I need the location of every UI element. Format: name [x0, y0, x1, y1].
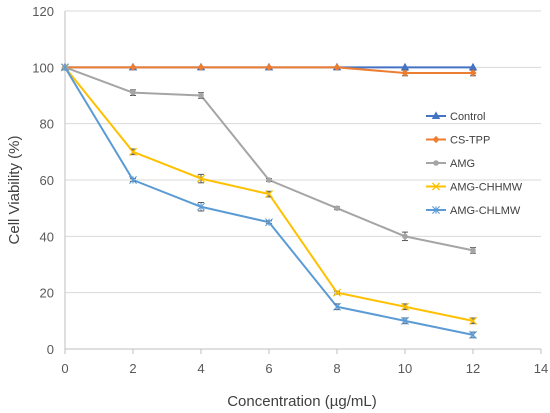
series-cs-tpp — [61, 63, 477, 77]
y-tick-label: 80 — [40, 117, 54, 132]
x-tick-label: 6 — [265, 361, 272, 376]
data-point — [468, 62, 478, 71]
y-tick-label: 20 — [40, 286, 54, 301]
x-tick-label: 8 — [333, 361, 340, 376]
y-tick-label: 100 — [32, 60, 54, 75]
y-axis-title: Cell Viability (%) — [6, 136, 23, 245]
data-point — [196, 174, 206, 183]
data-point — [197, 63, 205, 71]
y-tick-label: 120 — [32, 4, 54, 19]
legend-item-cs-tpp: CS-TPP — [426, 135, 490, 147]
legend-item-control: Control — [426, 111, 485, 123]
data-point — [470, 247, 476, 254]
legend-item-amg-chlmw: AMG-CHLMW — [426, 205, 521, 217]
data-point — [61, 63, 69, 72]
data-point — [264, 190, 274, 199]
data-point — [129, 176, 137, 184]
data-point — [265, 218, 273, 227]
legend-label: AMG-CHLMW — [450, 205, 521, 217]
legend-marker — [432, 135, 440, 144]
data-point — [333, 302, 341, 311]
data-point — [402, 233, 408, 240]
x-tick-label: 2 — [129, 361, 136, 376]
data-point — [130, 89, 136, 96]
x-tick-label: 4 — [197, 361, 204, 376]
data-point — [468, 316, 478, 325]
data-point — [469, 69, 477, 77]
data-point — [265, 63, 273, 71]
data-point — [400, 62, 410, 71]
data-point — [197, 202, 205, 211]
legend-marker — [431, 182, 441, 191]
legend-marker — [433, 160, 439, 166]
x-tick-label: 10 — [398, 361, 412, 376]
data-point — [198, 92, 204, 99]
legend-label: AMG — [450, 158, 475, 170]
legend-item-amg-chhmw: AMG-CHHMW — [426, 182, 523, 194]
data-point — [129, 63, 137, 71]
data-point — [333, 63, 341, 71]
legend-marker — [431, 111, 441, 119]
x-tick-label: 0 — [61, 361, 68, 376]
data-point — [401, 316, 409, 325]
legend-item-amg: AMG — [426, 158, 475, 170]
series-amg-chhmw — [60, 63, 478, 325]
data-point — [128, 147, 138, 156]
legend-marker — [432, 206, 440, 214]
legend-label: Control — [450, 111, 485, 123]
y-tick-label: 0 — [47, 342, 54, 357]
data-point — [334, 205, 340, 211]
legend-label: CS-TPP — [450, 135, 490, 147]
x-tick-label: 14 — [534, 361, 548, 376]
x-axis-title: Concentration (µg/mL) — [227, 393, 377, 410]
x-tick-label: 12 — [466, 361, 480, 376]
data-point — [400, 302, 410, 311]
legend-label: AMG-CHHMW — [450, 182, 523, 194]
series-group — [60, 62, 478, 339]
data-point — [266, 177, 272, 183]
data-point — [332, 288, 342, 297]
series-line-amg-chlmw — [64, 66, 474, 336]
data-point — [401, 69, 409, 77]
series-amg-chlmw — [61, 63, 477, 339]
y-tick-label: 60 — [40, 173, 54, 188]
y-tick-label: 40 — [40, 229, 54, 244]
legend: Control CS-TPP AMG AMG-CHHMW AMG-CHLMW — [426, 111, 523, 217]
data-point — [469, 330, 477, 339]
